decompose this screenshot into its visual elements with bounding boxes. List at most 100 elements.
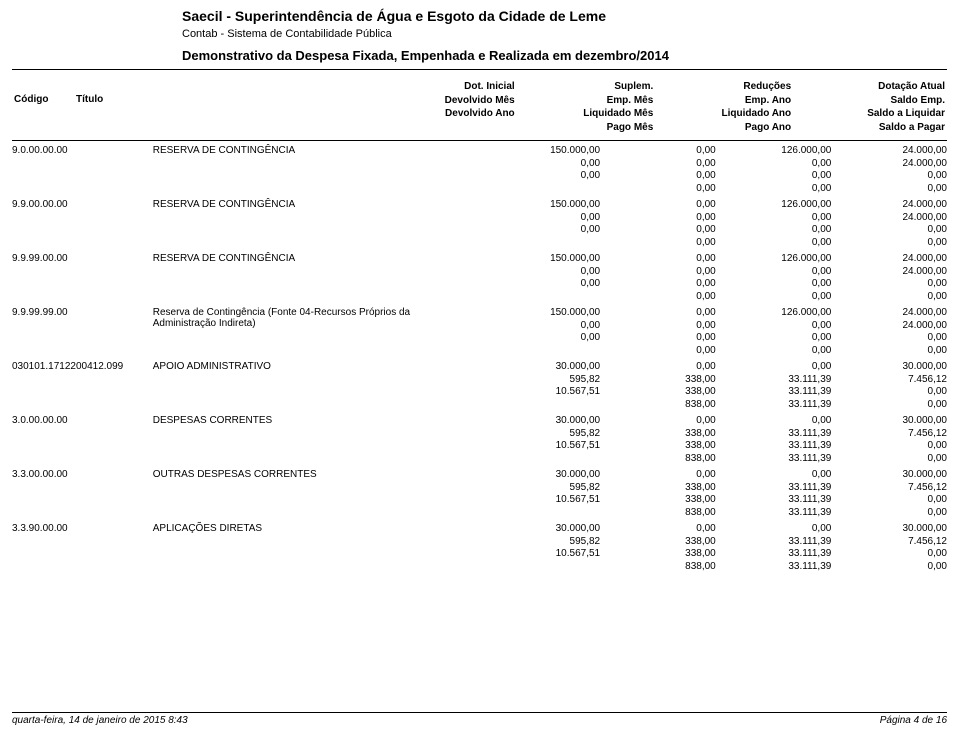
cell-value: 126.000,00: [716, 307, 832, 320]
cell-value: 338,00: [600, 548, 716, 561]
cell-value: 0,00: [716, 332, 832, 345]
cell-value: 0,00: [600, 361, 716, 374]
hdr-title-label: Título: [76, 94, 376, 105]
cell-value: 33.111,39: [716, 482, 832, 495]
cell-value: 30.000,00: [485, 523, 601, 536]
table-row: 9.9.00.00.00RESERVA DE CONTINGÊNCIA150.0…: [12, 197, 947, 251]
cell-value: 33.111,39: [716, 548, 832, 561]
cell-value: 0,00: [600, 224, 716, 237]
cell-value: 0,00: [716, 291, 832, 304]
cell-value: 0,00: [600, 332, 716, 345]
row-c2: 0,000,000,000,00: [600, 143, 716, 197]
divider-mid: [12, 140, 947, 141]
row-c2: 0,000,000,000,00: [600, 305, 716, 359]
row-code: 9.9.99.99.00: [12, 305, 153, 359]
cell-value: 0,00: [716, 278, 832, 291]
cell-value: 150.000,00: [485, 145, 601, 158]
cell-value: 0,00: [485, 332, 601, 345]
page-footer: quarta-feira, 14 de janeiro de 2015 8:43…: [12, 712, 947, 726]
cell-value: 338,00: [600, 386, 716, 399]
cell-value: 33.111,39: [716, 507, 832, 520]
hdr-g2-l3: Liquidado Mês: [517, 107, 654, 121]
divider-top: [12, 69, 947, 70]
cell-value: 0,00: [600, 307, 716, 320]
cell-value: 0,00: [831, 278, 947, 291]
row-c1: 30.000,00595,8210.567,51: [485, 521, 601, 575]
cell-value: [485, 345, 601, 358]
table-row: 030101.1712200412.099APOIO ADMINISTRATIV…: [12, 359, 947, 413]
cell-value: 338,00: [600, 428, 716, 441]
cell-value: 0,00: [600, 158, 716, 171]
cell-value: 595,82: [485, 536, 601, 549]
row-title: RESERVA DE CONTINGÊNCIA: [153, 197, 485, 251]
cell-value: 150.000,00: [485, 253, 601, 266]
footer-timestamp: quarta-feira, 14 de janeiro de 2015 8:43: [12, 715, 188, 726]
cell-value: 30.000,00: [485, 361, 601, 374]
cell-value: 24.000,00: [831, 145, 947, 158]
table-row: 9.9.99.99.00Reserva de Contingência (Fon…: [12, 305, 947, 359]
row-c4: 24.000,0024.000,000,000,00: [831, 143, 947, 197]
row-c2: 0,00338,00338,00838,00: [600, 359, 716, 413]
cell-value: [485, 237, 601, 250]
hdr-g3-l3: Liquidado Ano: [655, 107, 791, 121]
cell-value: 338,00: [600, 494, 716, 507]
cell-value: 0,00: [600, 320, 716, 333]
cell-value: 10.567,51: [485, 386, 601, 399]
hdr-g4-l3: Saldo a Liquidar: [793, 107, 945, 121]
cell-value: 0,00: [600, 278, 716, 291]
cell-value: 33.111,39: [716, 440, 832, 453]
row-title: APLICAÇÕES DIRETAS: [153, 521, 485, 575]
cell-value: 150.000,00: [485, 307, 601, 320]
hdr-g1-l2: Devolvido Mês: [378, 94, 515, 108]
system-subtitle: Contab - Sistema de Contabilidade Públic…: [182, 28, 947, 40]
row-c4: 30.000,007.456,120,000,00: [831, 413, 947, 467]
cell-value: 30.000,00: [485, 415, 601, 428]
cell-value: 0,00: [600, 253, 716, 266]
cell-value: 0,00: [831, 561, 947, 574]
cell-value: 0,00: [485, 224, 601, 237]
table-row: 3.3.00.00.00OUTRAS DESPESAS CORRENTES30.…: [12, 467, 947, 521]
cell-value: 0,00: [485, 212, 601, 225]
cell-value: 30.000,00: [485, 469, 601, 482]
cell-value: 33.111,39: [716, 453, 832, 466]
cell-value: 0,00: [716, 523, 832, 536]
hdr-group-3: Reduções Emp. Ano Liquidado Ano Pago Ano: [655, 80, 791, 134]
cell-value: 338,00: [600, 536, 716, 549]
hdr-g2-l4: Pago Mês: [517, 121, 654, 135]
report-page: Saecil - Superintendência de Água e Esgo…: [0, 0, 959, 734]
hdr-g4-l2: Saldo Emp.: [793, 94, 945, 108]
cell-value: 0,00: [831, 548, 947, 561]
row-c2: 0,00338,00338,00838,00: [600, 521, 716, 575]
hdr-g4-l4: Saldo a Pagar: [793, 121, 945, 135]
row-code: 9.0.00.00.00: [12, 143, 153, 197]
cell-value: 33.111,39: [716, 399, 832, 412]
table-row: 3.0.00.00.00DESPESAS CORRENTES30.000,005…: [12, 413, 947, 467]
cell-value: 0,00: [716, 415, 832, 428]
row-c1: 30.000,00595,8210.567,51: [485, 359, 601, 413]
row-c1: 150.000,000,000,00: [485, 197, 601, 251]
cell-value: 24.000,00: [831, 212, 947, 225]
hdr-g1-l1: Dot. Inicial: [378, 80, 515, 94]
cell-value: 24.000,00: [831, 199, 947, 212]
cell-value: 0,00: [716, 469, 832, 482]
row-code: 030101.1712200412.099: [12, 359, 153, 413]
row-c3: 0,0033.111,3933.111,3933.111,39: [716, 521, 832, 575]
row-title: APOIO ADMINISTRATIVO: [153, 359, 485, 413]
row-c1: 150.000,000,000,00: [485, 143, 601, 197]
cell-value: 0,00: [831, 332, 947, 345]
row-c3: 0,0033.111,3933.111,3933.111,39: [716, 413, 832, 467]
cell-value: 838,00: [600, 561, 716, 574]
hdr-title: Título: [76, 80, 376, 134]
row-code: 3.3.90.00.00: [12, 521, 153, 575]
cell-value: 0,00: [831, 453, 947, 466]
cell-value: 0,00: [600, 212, 716, 225]
row-c1: 150.000,000,000,00: [485, 251, 601, 305]
table-row: 3.3.90.00.00APLICAÇÕES DIRETAS30.000,005…: [12, 521, 947, 575]
row-c3: 0,0033.111,3933.111,3933.111,39: [716, 467, 832, 521]
cell-value: 24.000,00: [831, 307, 947, 320]
row-c4: 30.000,007.456,120,000,00: [831, 521, 947, 575]
row-c4: 24.000,0024.000,000,000,00: [831, 251, 947, 305]
cell-value: 0,00: [831, 399, 947, 412]
cell-value: 0,00: [485, 158, 601, 171]
row-title: DESPESAS CORRENTES: [153, 413, 485, 467]
